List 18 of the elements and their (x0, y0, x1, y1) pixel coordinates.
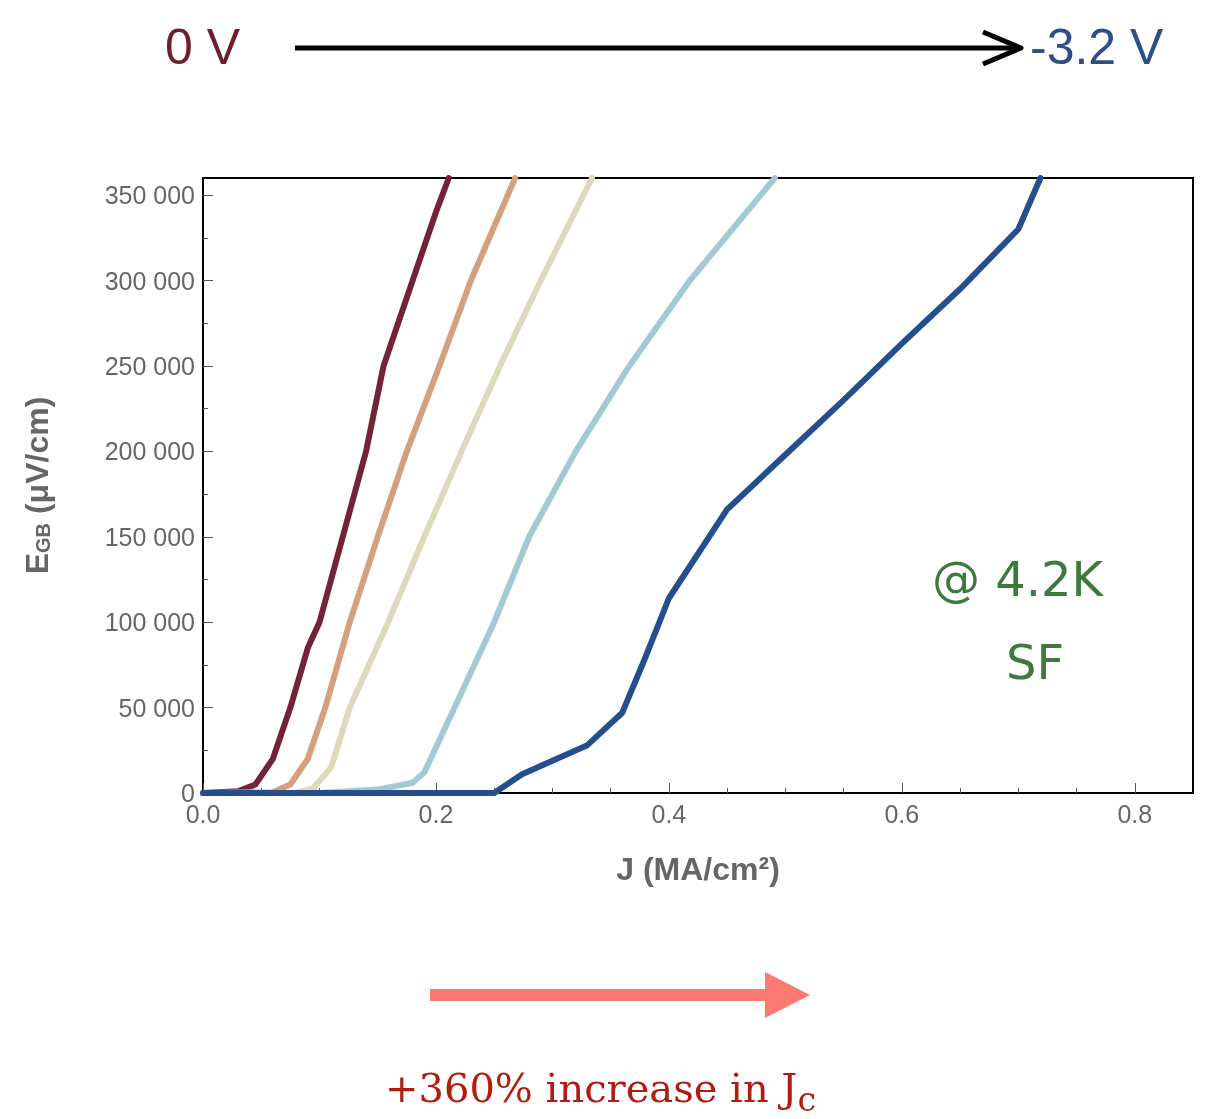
annotation: SF (1006, 634, 1065, 690)
x-tick-label: 0.4 (651, 799, 687, 828)
y-tick-label: 150 000 (104, 522, 195, 551)
y-tick-label: 50 000 (118, 693, 195, 722)
annotation: @ 4.2K (932, 551, 1104, 607)
y-tick-label: 250 000 (104, 351, 195, 380)
y-tick-label: 300 000 (104, 266, 195, 295)
x-tick-label: 0.8 (1117, 799, 1153, 828)
text: +360% increase in J$_{c}$ (385, 1065, 817, 1119)
x-axis-title: J (MA/cm²) (616, 851, 780, 887)
y-tick-label: 200 000 (104, 437, 195, 466)
y-tick-label: 100 000 (104, 608, 195, 637)
text: -3.2 V (1030, 19, 1164, 75)
x-tick-label: 0.6 (884, 799, 920, 828)
y-axis-title: EGB (μV/cm) (19, 396, 55, 575)
text: 0 V (165, 19, 241, 75)
x-tick-label: 0.2 (418, 799, 454, 828)
y-tick-label: 350 000 (104, 181, 195, 210)
